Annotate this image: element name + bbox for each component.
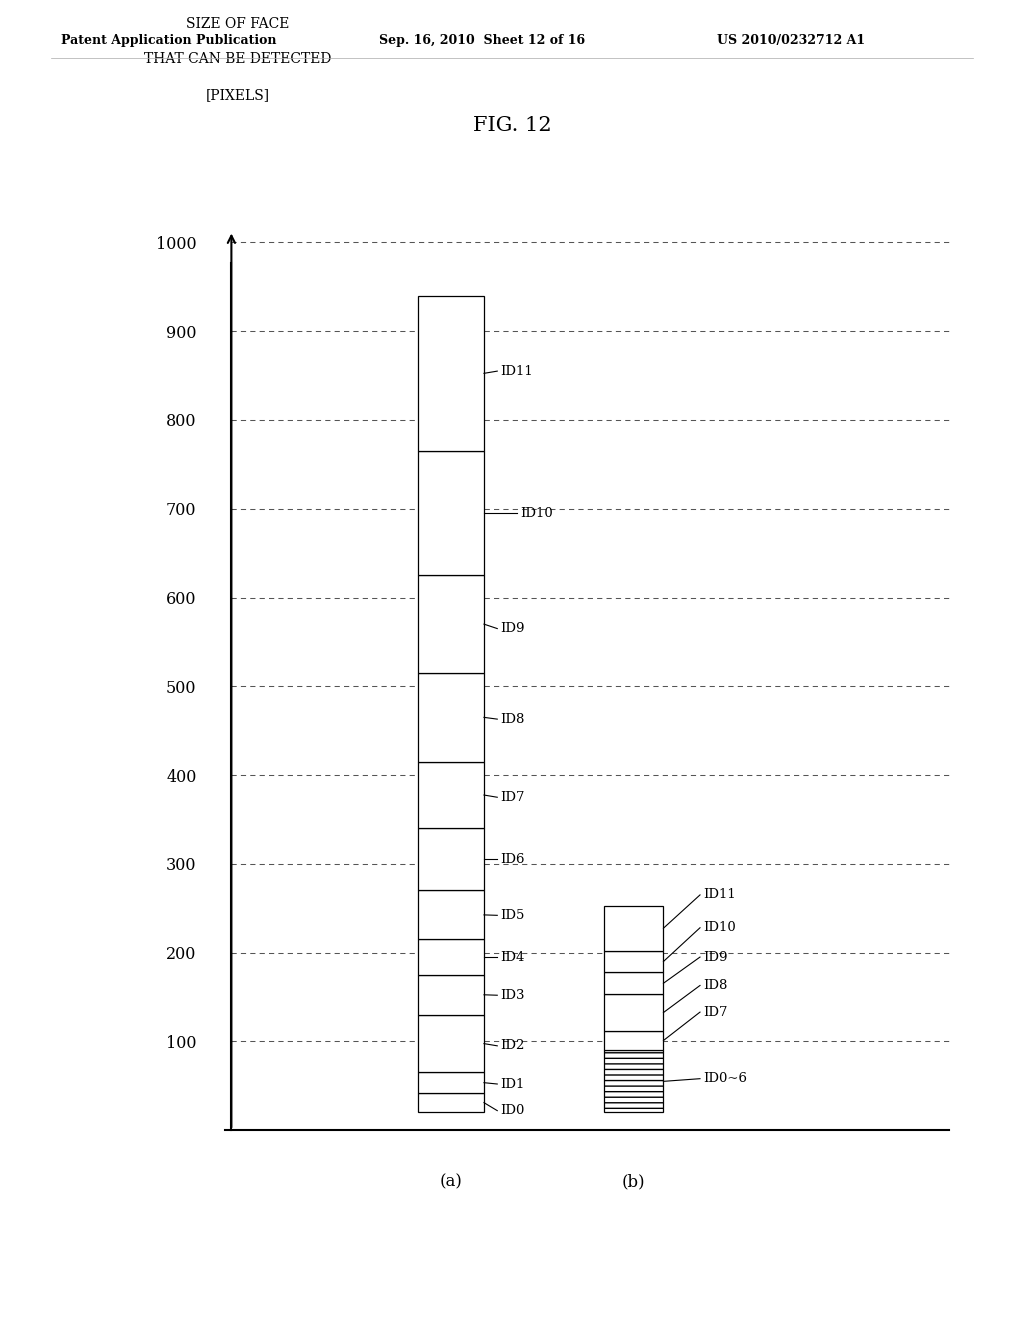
- Text: ID5: ID5: [501, 909, 525, 921]
- Bar: [418, 296, 484, 451]
- Text: ID9: ID9: [703, 950, 728, 964]
- Bar: [603, 1031, 664, 1051]
- Text: ID4: ID4: [501, 950, 525, 964]
- Text: ID11: ID11: [501, 364, 534, 378]
- Text: SIZE OF FACE: SIZE OF FACE: [186, 17, 290, 30]
- Text: ID7: ID7: [703, 1006, 728, 1019]
- Text: ID11: ID11: [703, 888, 736, 902]
- Bar: [418, 762, 484, 829]
- Bar: [418, 891, 484, 940]
- Text: US 2010/0232712 A1: US 2010/0232712 A1: [717, 34, 865, 48]
- Bar: [418, 1072, 484, 1093]
- Bar: [603, 950, 664, 972]
- Bar: [418, 576, 484, 673]
- Text: ID8: ID8: [703, 979, 728, 991]
- Bar: [418, 673, 484, 762]
- Text: ID3: ID3: [501, 989, 525, 1002]
- Text: ID2: ID2: [501, 1039, 525, 1052]
- Text: FIG. 12: FIG. 12: [473, 116, 551, 135]
- Text: Sep. 16, 2010  Sheet 12 of 16: Sep. 16, 2010 Sheet 12 of 16: [379, 34, 585, 48]
- Text: ID1: ID1: [501, 1077, 525, 1090]
- Text: ID10: ID10: [703, 921, 736, 935]
- Bar: [418, 974, 484, 1015]
- Text: (b): (b): [622, 1173, 645, 1191]
- Bar: [418, 940, 484, 974]
- Text: ID9: ID9: [501, 622, 525, 635]
- Bar: [418, 1093, 484, 1113]
- Text: ID6: ID6: [501, 853, 525, 866]
- Bar: [603, 994, 664, 1031]
- Text: THAT CAN BE DETECTED: THAT CAN BE DETECTED: [144, 53, 332, 66]
- Text: ID0: ID0: [501, 1104, 525, 1117]
- Bar: [603, 1051, 664, 1113]
- Text: ID7: ID7: [501, 791, 525, 804]
- Text: (a): (a): [439, 1173, 462, 1191]
- Bar: [418, 829, 484, 891]
- Bar: [418, 451, 484, 576]
- Bar: [603, 972, 664, 994]
- Text: ID10: ID10: [520, 507, 553, 520]
- Bar: [418, 1015, 484, 1072]
- Text: [PIXELS]: [PIXELS]: [206, 88, 270, 102]
- Bar: [603, 906, 664, 950]
- Text: ID0~6: ID0~6: [703, 1072, 748, 1085]
- Text: Patent Application Publication: Patent Application Publication: [61, 34, 276, 48]
- Text: ID8: ID8: [501, 713, 525, 726]
